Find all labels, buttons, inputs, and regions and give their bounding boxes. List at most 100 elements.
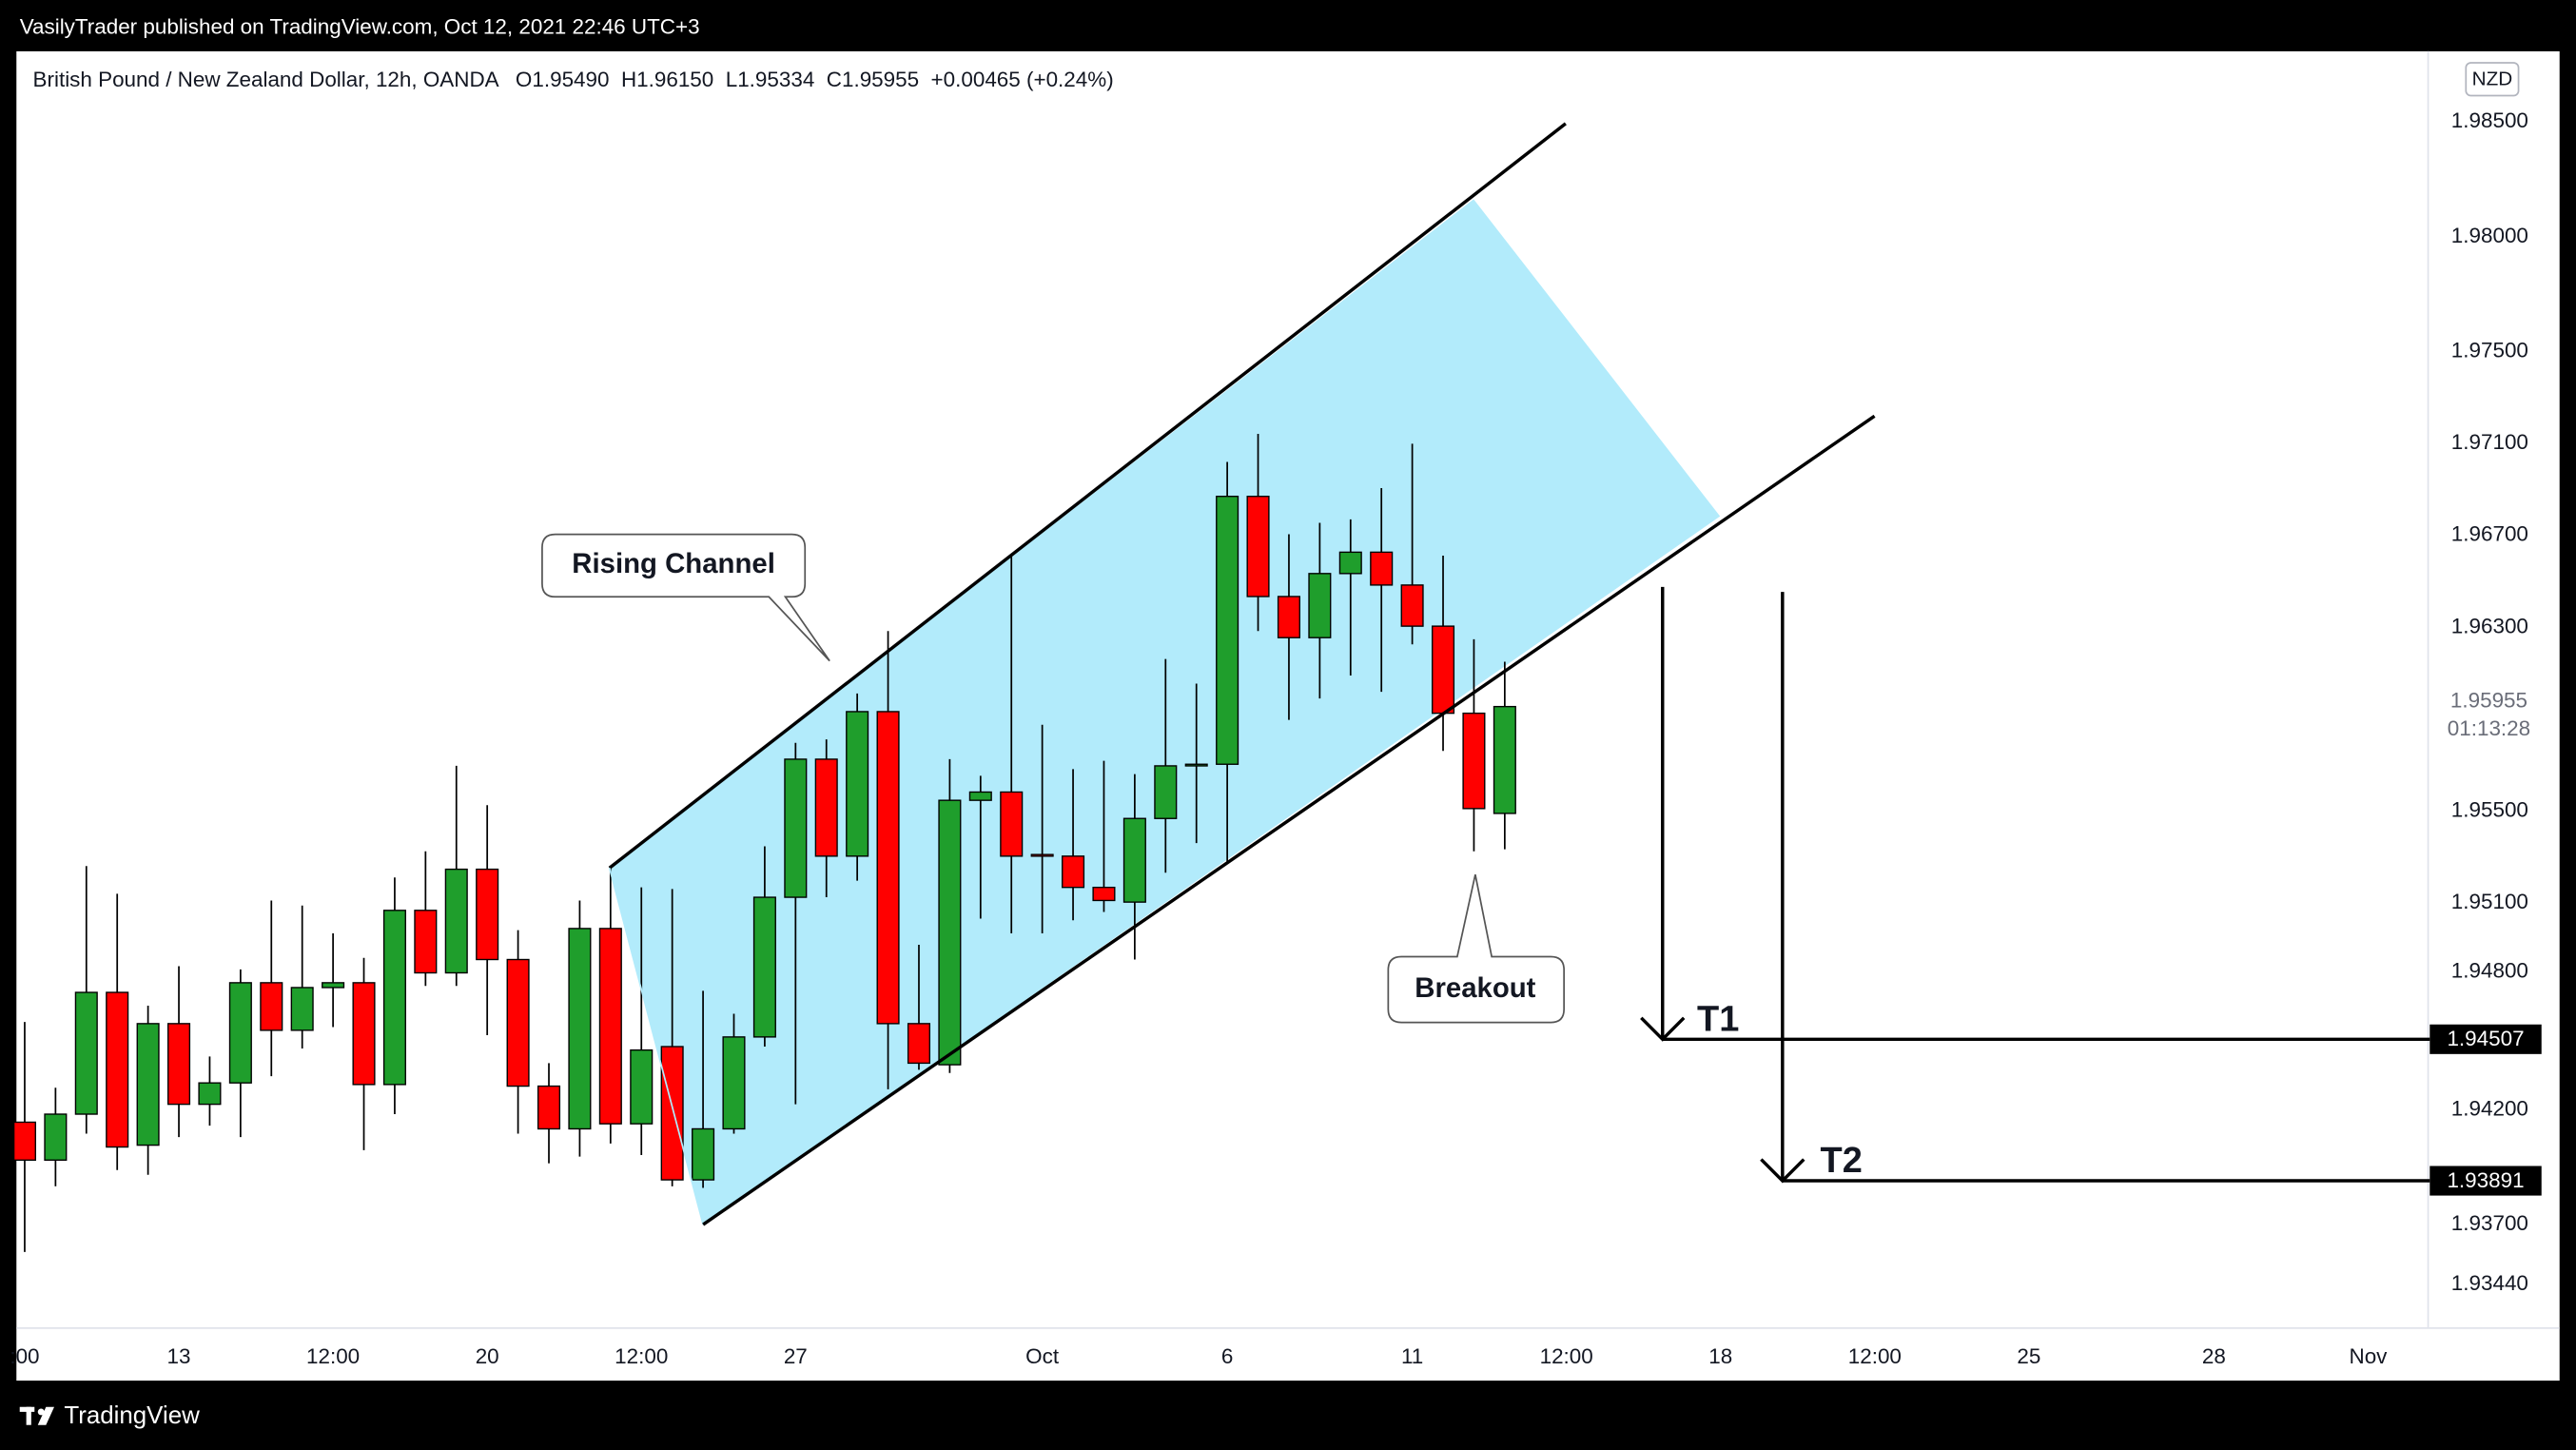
candle-body — [907, 1023, 931, 1065]
logo-part — [37, 1406, 54, 1425]
targets: T1 1.94507 T2 1.93891 — [1640, 586, 2542, 1196]
candle-body — [537, 1085, 561, 1130]
x-tick-label: 6 — [1221, 1344, 1233, 1368]
candle-body — [752, 896, 776, 1038]
candle-body — [136, 1023, 160, 1146]
ohlc-legend: O1.95490 H1.96150 L1.95334 C1.95955 +0.0… — [516, 68, 1114, 91]
candle-body — [1462, 712, 1486, 810]
candle-body — [476, 868, 499, 961]
candle-body — [722, 1036, 746, 1130]
countdown: 01:13:28 — [2448, 716, 2530, 740]
channel-upper-line — [608, 122, 1567, 870]
candle-body — [568, 928, 592, 1130]
candle-body — [1246, 495, 1270, 598]
candle-body — [1370, 551, 1394, 586]
callout-box — [541, 533, 830, 662]
candle-body — [876, 711, 900, 1025]
x-tick-label: Oct — [1025, 1344, 1060, 1368]
candle-body — [814, 758, 838, 857]
candle-body — [1277, 596, 1300, 638]
callout-text: Breakout — [1415, 972, 1535, 1004]
candle-body — [228, 982, 252, 1084]
symbol-title: British Pound / New Zealand Dollar, 12h,… — [33, 68, 499, 91]
candle-body — [1184, 763, 1208, 767]
target-price-label: 1.93891 — [2447, 1168, 2524, 1192]
candle-body — [260, 982, 283, 1031]
candle-body — [598, 928, 622, 1125]
candle-body — [198, 1082, 222, 1106]
currency-box — [2465, 62, 2520, 97]
target-name: T1 — [1697, 999, 1739, 1039]
y-tick-label: 1.97100 — [2451, 430, 2528, 454]
candle-body — [1493, 705, 1516, 814]
y-tick-label: 1.97500 — [2451, 338, 2528, 362]
channel-edge — [608, 868, 705, 1225]
candles — [12, 434, 1516, 1252]
target-price-box — [2430, 1166, 2542, 1196]
logo-part — [26, 1406, 31, 1425]
y-tick-label: 1.95100 — [2451, 890, 2528, 913]
candle-body — [74, 991, 98, 1115]
callout-text: Rising Channel — [572, 548, 775, 579]
candle-body — [382, 910, 406, 1086]
target-name: T2 — [1821, 1141, 1863, 1181]
candle-body — [12, 1121, 36, 1161]
candle-body — [444, 868, 468, 974]
candle-body — [1308, 573, 1332, 638]
callout-box — [1387, 873, 1566, 1024]
candle-body — [630, 1048, 654, 1125]
logo-part — [37, 1408, 45, 1416]
candle-body — [938, 799, 962, 1066]
candle-body — [1154, 765, 1178, 819]
x-tick-label: 12:00 — [1540, 1344, 1593, 1368]
y-tick-label: 1.93440 — [2451, 1271, 2528, 1295]
candle-body — [322, 982, 345, 989]
x-tick-label: 12:00 — [1848, 1344, 1902, 1368]
x-tick-label: :00 — [10, 1344, 39, 1368]
candle-body — [692, 1127, 715, 1181]
y-tick-label: 1.95500 — [2451, 797, 2528, 821]
x-tick-label: 25 — [2017, 1344, 2040, 1368]
candle-body — [1122, 817, 1146, 903]
y-tick-label: 1.96700 — [2451, 522, 2528, 546]
x-tick-label: 20 — [476, 1344, 499, 1368]
candle-body — [44, 1113, 68, 1161]
candle-body — [166, 1023, 191, 1106]
x-tick-label: 12:00 — [615, 1344, 668, 1368]
brand: TradingView — [64, 1402, 200, 1429]
candle-body — [414, 910, 438, 974]
y-tick-label: 1.93700 — [2451, 1211, 2528, 1235]
candle-body — [290, 987, 314, 1031]
y-tick-label: 1.98000 — [2451, 224, 2528, 247]
x-tick-label: 27 — [784, 1344, 808, 1368]
x-tick-label: 12:00 — [306, 1344, 360, 1368]
x-tick-label: 13 — [167, 1344, 191, 1368]
currency: NZD — [2472, 69, 2513, 90]
y-tick-label: 1.94200 — [2451, 1096, 2528, 1120]
x-tick-label: 28 — [2202, 1344, 2226, 1368]
y-tick-label: 1.94800 — [2451, 958, 2528, 982]
candle-body — [1092, 886, 1116, 902]
publisher: VasilyTrader published on TradingView.co… — [20, 15, 700, 39]
x-tick-label: Nov — [2350, 1344, 2389, 1368]
candle-body — [846, 711, 869, 857]
last-price-label: 1.95955 — [2450, 688, 2527, 712]
candle-body — [1216, 495, 1239, 765]
candle-body — [784, 758, 808, 898]
x-tick-label: 11 — [1401, 1344, 1423, 1368]
candle-body — [352, 982, 376, 1086]
target-price-label: 1.94507 — [2447, 1027, 2524, 1050]
x-tick-label: 18 — [1708, 1344, 1732, 1368]
target-price-box — [2430, 1024, 2542, 1054]
candle-body — [1000, 791, 1024, 857]
y-tick-label: 1.98500 — [2451, 108, 2528, 132]
candle-body — [1431, 625, 1455, 715]
candle-body — [106, 991, 129, 1148]
channel-lower-line — [702, 414, 1876, 1226]
candle-body — [1062, 855, 1085, 889]
candle-body — [968, 791, 992, 801]
candle-body — [1338, 551, 1362, 575]
candle-body — [1030, 853, 1054, 857]
